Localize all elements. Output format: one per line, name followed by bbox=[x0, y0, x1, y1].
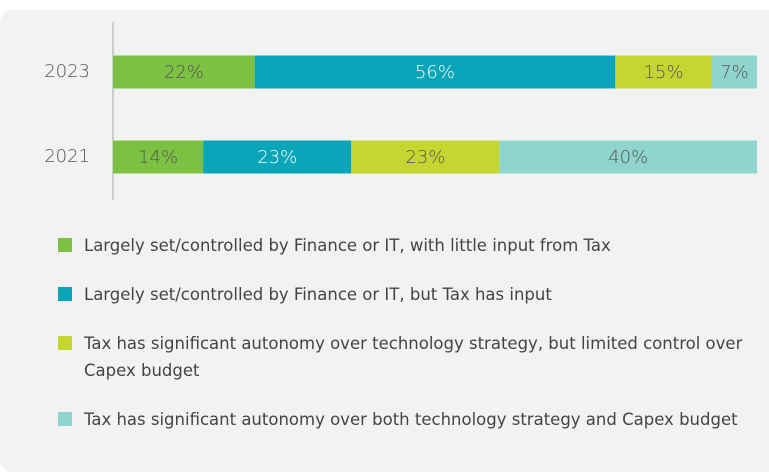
chart-panel: 2023 22% 56% 15% 7% 2021 14% 23% 23% 40% Largely … bbox=[0, 10, 769, 472]
value-label: 23% bbox=[257, 147, 297, 168]
legend-swatch bbox=[58, 336, 72, 350]
bar-segment bbox=[113, 140, 204, 174]
bar-segment bbox=[113, 55, 255, 89]
legend-label: Tax has significant autonomy over both t… bbox=[84, 410, 738, 429]
bar-segment bbox=[499, 140, 757, 174]
value-label: 14% bbox=[138, 147, 178, 168]
legend-swatch bbox=[58, 287, 72, 301]
legend-swatch bbox=[58, 238, 72, 252]
category-label: 2023 bbox=[44, 61, 90, 82]
legend-item: Largely set/controlled by Finance or IT,… bbox=[58, 232, 758, 259]
chart: 2023 22% 56% 15% 7% 2021 14% 23% 23% 40% bbox=[44, 22, 757, 200]
legend-item: Largely set/controlled by Finance or IT,… bbox=[58, 281, 758, 308]
bar-segment bbox=[711, 55, 757, 89]
bar-segment bbox=[615, 55, 712, 89]
value-label: 7% bbox=[720, 62, 749, 83]
legend-item: Tax has significant autonomy over techno… bbox=[58, 330, 758, 384]
value-label: 40% bbox=[608, 147, 648, 168]
value-label: 56% bbox=[415, 62, 455, 83]
legend-swatch bbox=[58, 412, 72, 426]
legend-label: Largely set/controlled by Finance or IT,… bbox=[84, 236, 611, 255]
legend-label: Largely set/controlled by Finance or IT,… bbox=[84, 285, 552, 304]
legend: Largely set/controlled by Finance or IT,… bbox=[58, 232, 758, 455]
legend-item: Tax has significant autonomy over both t… bbox=[58, 406, 758, 433]
value-label: 23% bbox=[405, 147, 445, 168]
category-label: 2021 bbox=[44, 146, 90, 167]
bar-segment bbox=[351, 140, 500, 174]
bar-segment bbox=[254, 55, 616, 89]
value-label: 15% bbox=[644, 62, 684, 83]
bar-segment bbox=[203, 140, 352, 174]
legend-label: Tax has significant autonomy over techno… bbox=[84, 334, 743, 380]
value-label: 22% bbox=[164, 62, 204, 83]
